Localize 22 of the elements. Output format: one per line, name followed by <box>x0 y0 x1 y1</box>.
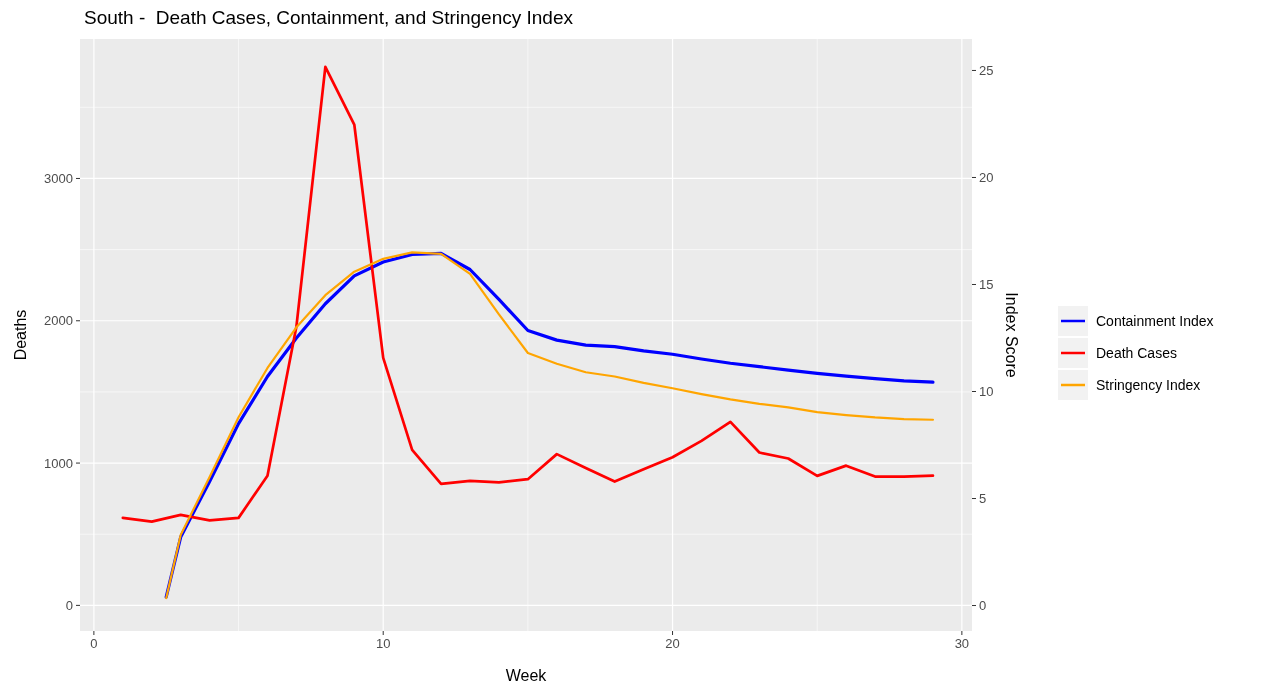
legend-label: Containment Index <box>1096 312 1214 329</box>
x-tick-label: 10 <box>375 636 391 651</box>
y-axis-title: Deaths <box>12 309 29 361</box>
line-series <box>121 65 935 523</box>
y2-tick-label: 20 <box>979 170 994 186</box>
y-tick-label: 0 <box>65 597 73 613</box>
x-tick-label: 0 <box>90 636 98 651</box>
y-tick-label: 3000 <box>44 171 73 187</box>
legend-label: Death Cases <box>1096 344 1177 361</box>
x-tick-label: 20 <box>665 636 680 651</box>
x-tick-label: 30 <box>954 636 970 651</box>
y2-tick-label: 25 <box>979 63 994 79</box>
chart-title: South - Death Cases, Containment, and Stringency Index <box>84 7 574 28</box>
legend-label: Stringency Index <box>1096 376 1201 393</box>
y2-tick-label: 0 <box>979 598 987 614</box>
y2-tick-label: 5 <box>979 491 987 507</box>
y2-axis-title: Index Score <box>1003 292 1020 378</box>
x-axis-title: Week <box>505 667 548 684</box>
y-tick-label: 1000 <box>44 455 73 471</box>
y-tick-label: 2000 <box>44 313 73 329</box>
y2-tick-label: 15 <box>979 277 994 293</box>
y2-tick-label: 10 <box>979 384 994 400</box>
